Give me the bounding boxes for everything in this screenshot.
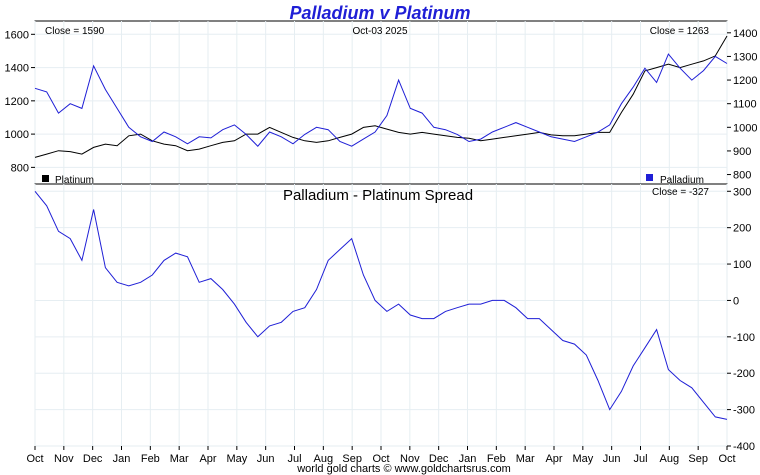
y-right-tick-label: 800	[733, 170, 751, 182]
y-right-tick-label: 1400	[733, 28, 757, 40]
top-grid	[34, 21, 728, 184]
x-tick-label: Feb	[487, 453, 506, 465]
chart-title: Palladium v Platinum	[289, 3, 470, 23]
x-tick-label: Oct	[26, 453, 43, 465]
platinum-legend-label: Platinum	[55, 175, 94, 186]
x-tick-label: Oct	[372, 453, 389, 465]
y-right-tick-label: 1300	[733, 51, 757, 63]
top-left-axis: 800 1000 1200 1400 1600	[5, 29, 35, 174]
top-right-axis: 800 900 1000 1100 1200 1300 1400	[727, 28, 757, 182]
x-tick-label: Mar	[170, 453, 189, 465]
spread-close-label: Close = -327	[652, 187, 709, 198]
platinum-legend-swatch	[42, 175, 49, 182]
x-tick-label: Jul	[287, 453, 301, 465]
spread-tick-label: 200	[733, 223, 751, 235]
spread-title: Palladium - Platinum Spread	[283, 187, 473, 204]
x-tick-label: Aug	[660, 453, 680, 465]
x-tick-label: Jul	[633, 453, 647, 465]
x-tick-label: Oct	[718, 453, 735, 465]
spread-tick-label: -100	[733, 332, 755, 344]
y-left-tick-label: 1000	[5, 129, 29, 141]
y-left-tick-label: 1400	[5, 63, 29, 75]
x-tick-label: Jun	[603, 453, 621, 465]
spread-tick-label: -400	[733, 441, 755, 453]
x-tick-label: Jun	[257, 453, 275, 465]
date-label: Oct-03 2025	[352, 26, 407, 37]
top-panel: 800 1000 1200 1400 1600 800 900 1000 1100 1200 13…	[5, 20, 757, 186]
y-left-tick-label: 1600	[5, 29, 29, 41]
x-tick-label: Mar	[516, 453, 535, 465]
x-tick-label: Dec	[429, 453, 449, 465]
palladium-legend-swatch	[646, 174, 653, 181]
bottom-panel: -400 -300 -200 -100 0 100 200 300 Palladium - P…	[34, 183, 755, 453]
x-tick-label: Nov	[400, 453, 420, 465]
x-tick-label: Sep	[688, 453, 708, 465]
x-tick-label: Jan	[459, 453, 477, 465]
x-tick-label: Apr	[545, 453, 562, 465]
x-tick-label: Jan	[113, 453, 131, 465]
spread-tick-label: 300	[733, 186, 751, 198]
platinum-series-line	[34, 35, 728, 158]
x-tick-label: Feb	[141, 453, 160, 465]
spread-tick-label: 100	[733, 259, 751, 271]
spread-tick-label: -300	[733, 405, 755, 417]
spread-series-line	[34, 190, 728, 420]
palladium-series-line	[34, 53, 728, 147]
y-right-tick-label: 1100	[733, 99, 757, 111]
palladium-legend-label: Palladium	[660, 175, 704, 186]
y-right-tick-label: 900	[733, 146, 751, 158]
x-tick-label: Nov	[54, 453, 74, 465]
footer-credit: world gold charts © www.goldchartsrus.co…	[296, 463, 511, 475]
x-tick-label: May	[226, 453, 247, 465]
y-left-tick-label: 800	[11, 162, 29, 174]
spread-tick-label: -200	[733, 368, 755, 380]
y-right-tick-label: 1000	[733, 122, 757, 134]
x-axis: Oct Nov Dec Jan Feb Mar Apr May Jun Jul Aug Sep Oct N…	[26, 446, 736, 465]
bottom-right-axis: -400 -300 -200 -100 0 100 200 300	[727, 186, 755, 453]
x-tick-label: Apr	[199, 453, 216, 465]
platinum-close-label: Close = 1590	[45, 26, 105, 37]
x-tick-label: Sep	[342, 453, 362, 465]
y-right-tick-label: 1200	[733, 75, 757, 87]
x-tick-label: Dec	[83, 453, 103, 465]
spread-tick-label: 0	[733, 295, 739, 307]
y-left-tick-label: 1200	[5, 96, 29, 108]
palladium-close-label: Close = 1263	[650, 26, 710, 37]
x-tick-label: Aug	[314, 453, 334, 465]
x-tick-label: May	[572, 453, 593, 465]
